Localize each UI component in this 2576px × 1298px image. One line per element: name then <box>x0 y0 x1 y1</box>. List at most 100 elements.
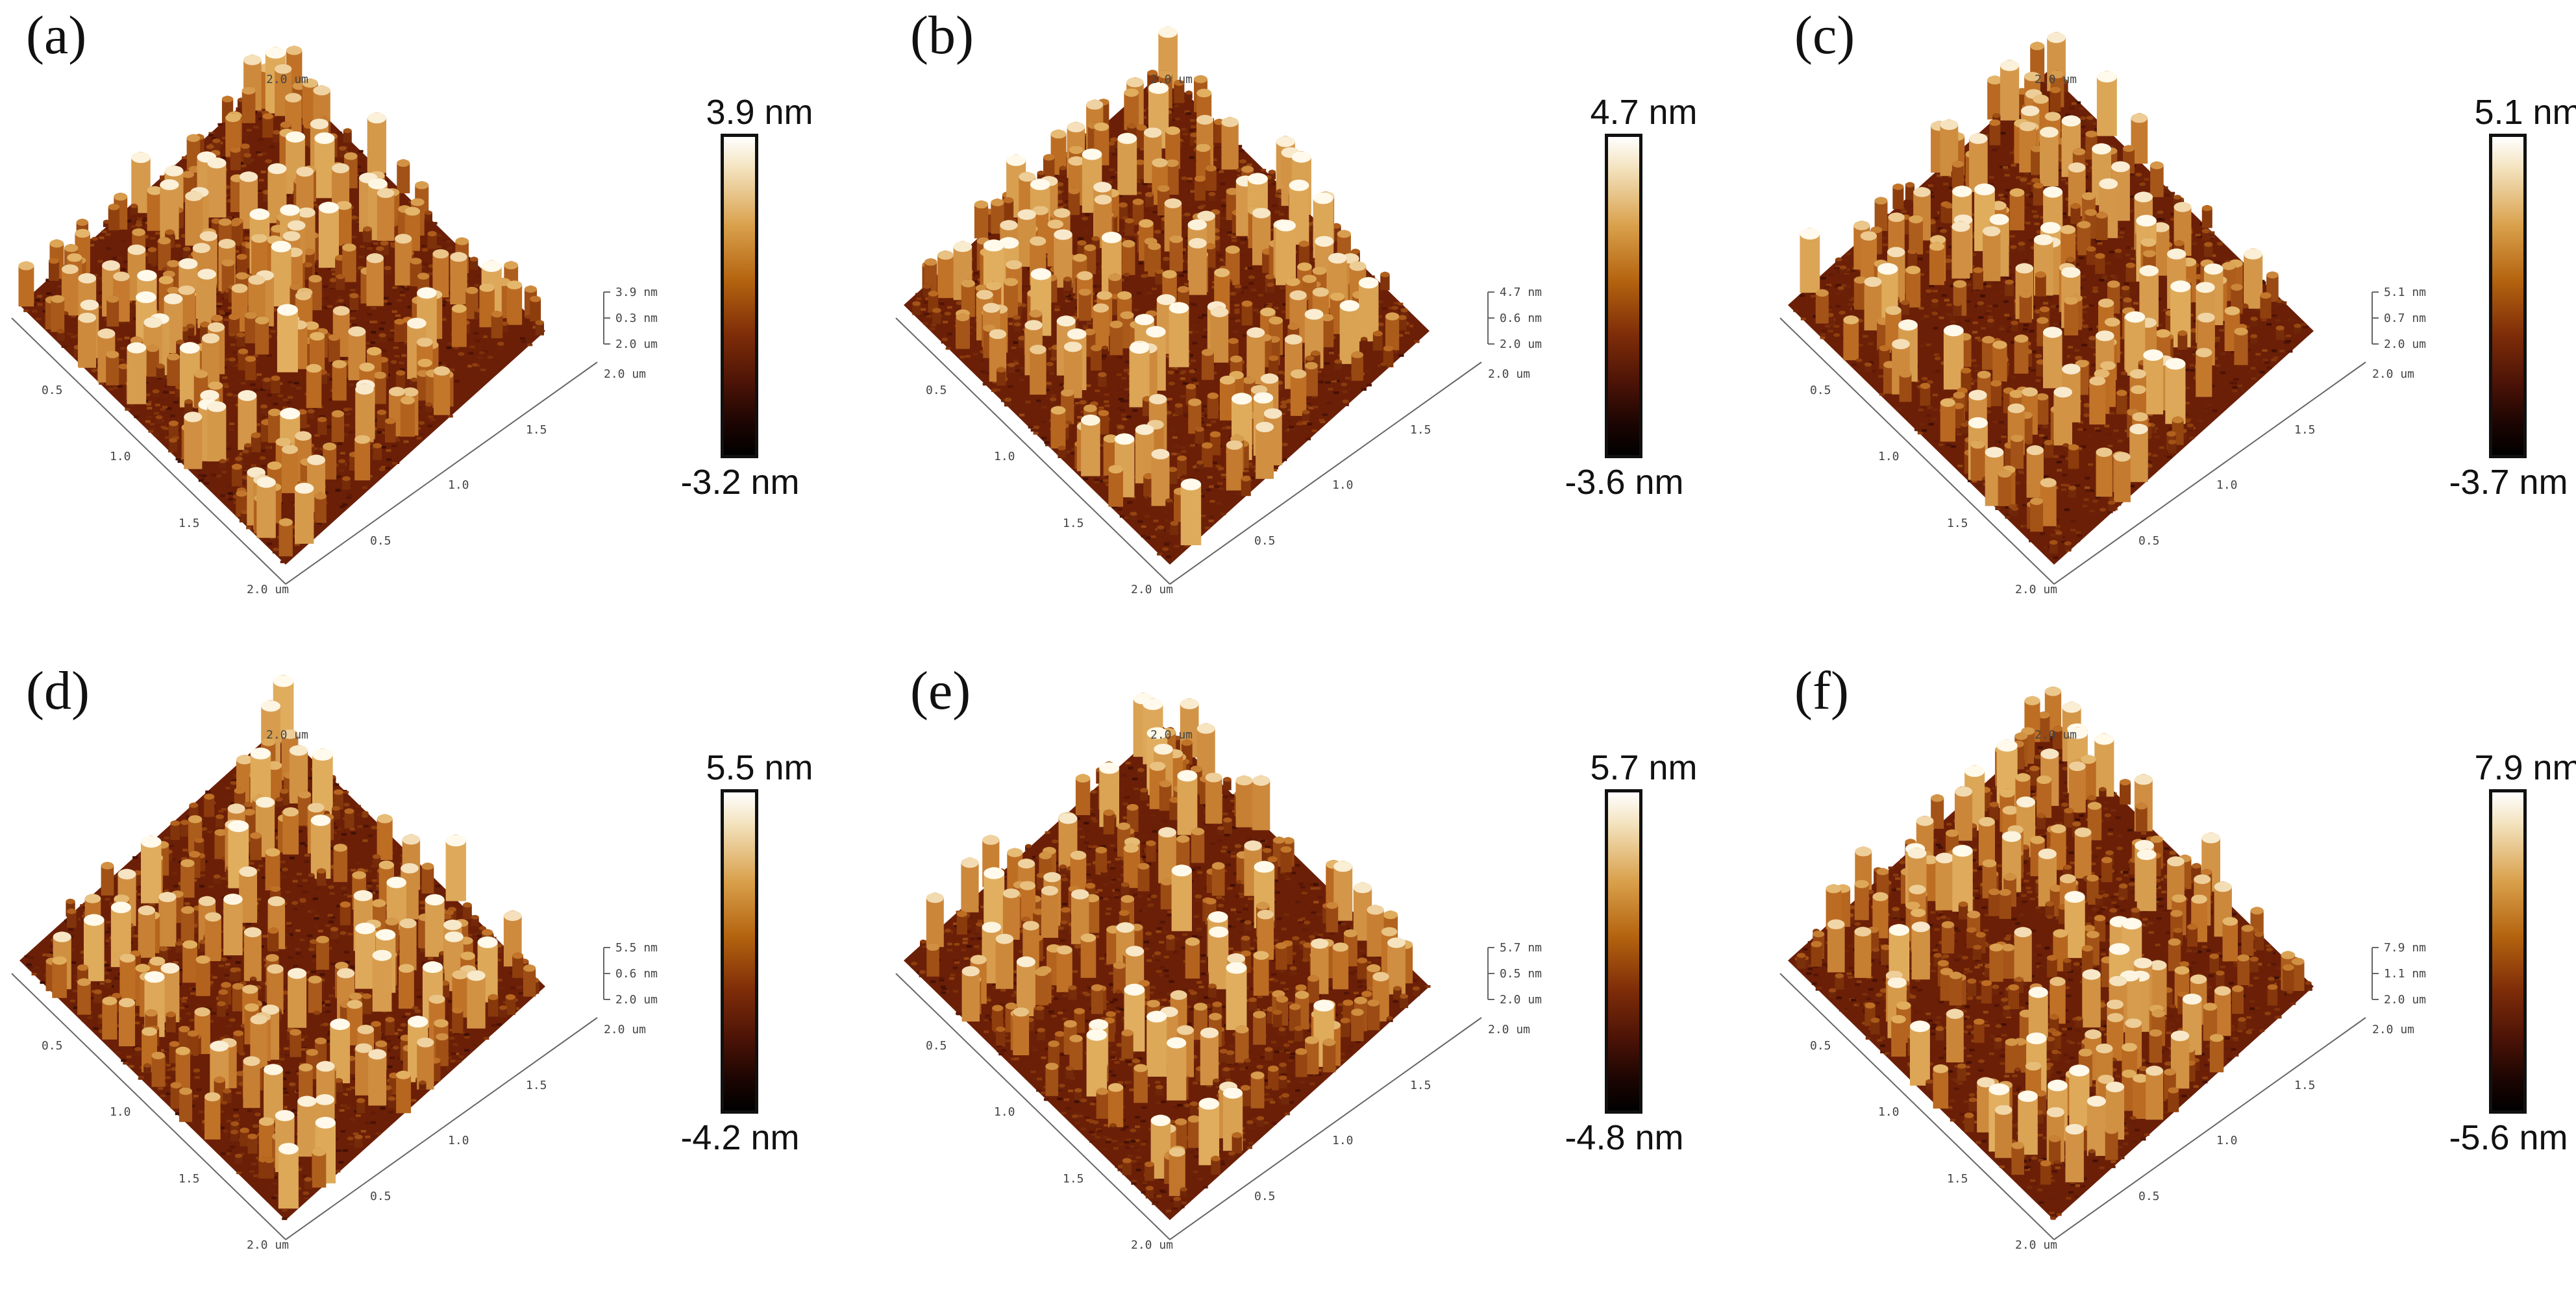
z-scale-tick: 5.7 nm <box>1500 941 1542 955</box>
afm-3d-surface: 0.5 1.0 1.5 2.0 um 0.5 1.0 1.5 2.0 um 2.0 um 5.7 … <box>895 692 1542 1252</box>
afm-panel-d: (d) 0.5 1.0 1.5 2.0 um 0.5 1.0 1.5 2.0 um 2.0 um 5… <box>0 655 858 1292</box>
axis-tick-left: 1.5 <box>1063 1172 1084 1186</box>
colorbar-min-label: -5.6 nm <box>2449 1118 2568 1157</box>
axis-tick-left: 1.0 <box>994 450 1015 463</box>
axis-tick-left: 1.5 <box>1947 1172 1968 1186</box>
axis-lines <box>895 291 1494 585</box>
axis-tick-top: 2.0 um <box>266 728 308 742</box>
afm-3d-surface: 0.5 1.0 1.5 2.0 um 0.5 1.0 1.5 2.0 um 2.0 um 3.9 … <box>11 45 658 596</box>
axis-tick-right: 1.0 <box>2216 478 2238 492</box>
colorbar-min-label: -3.6 nm <box>1565 463 1684 502</box>
axis-lines <box>895 947 1494 1240</box>
axis-tick-top: 2.0 um <box>1150 73 1193 86</box>
panel-label: (e) <box>910 661 971 721</box>
axis-tick-left: 0.5 <box>926 384 947 397</box>
axis-tick-right: 2.0 um <box>2372 367 2414 381</box>
colorbar-max-label: 3.9 nm <box>706 93 813 132</box>
axis-tick-right: 1.0 <box>2216 1134 2238 1147</box>
axis-lines <box>11 947 610 1240</box>
axis-tick-right: 1.5 <box>1410 1079 1431 1092</box>
axis-tick-labels: 0.5 1.0 1.5 2.0 um 0.5 1.0 1.5 2.0 um 2.0 um 5.7 … <box>926 728 1542 1252</box>
axis-tick-left: 0.5 <box>926 1039 947 1053</box>
axis-tick-right: 1.0 <box>1332 478 1354 492</box>
axis-tick-labels: 0.5 1.0 1.5 2.0 um 0.5 1.0 1.5 2.0 um 2.0 um 7.9 … <box>1810 728 2426 1252</box>
axis-tick-right: 1.5 <box>2294 1079 2316 1092</box>
colorbar-min-label: -3.7 nm <box>2449 463 2568 502</box>
z-scale-tick: 0.5 nm <box>1500 967 1542 981</box>
afm-panel-b: (b) 0.5 1.0 1.5 2.0 um 0.5 1.0 1.5 2.0 um 2.0 um 4… <box>884 0 1742 636</box>
z-scale-tick: 2.0 um <box>2384 993 2426 1007</box>
z-scale-tick: 3.9 nm <box>615 286 658 299</box>
z-scale-tick: 4.7 nm <box>1500 286 1542 299</box>
axis-tick-left: 1.5 <box>1947 517 1968 530</box>
colorbar-min-label: -4.2 nm <box>680 1118 800 1157</box>
colorbar-min-label: -4.8 nm <box>1565 1118 1684 1157</box>
axis-tick-right: 1.5 <box>1410 423 1431 437</box>
panel-label: (b) <box>910 5 974 66</box>
surface-grains <box>45 675 539 1209</box>
panel-label: (c) <box>1794 5 1855 66</box>
height-colorbar <box>1605 789 1642 1114</box>
z-scale-tick: 7.9 nm <box>2384 941 2426 955</box>
axis-tick-right: 2.0 um <box>1488 367 1530 381</box>
z-scale-tick: 2.0 um <box>615 993 658 1007</box>
height-colorbar <box>2489 134 2527 458</box>
axis-tick-right: 1.0 <box>448 1134 469 1147</box>
afm-3d-surface: 0.5 1.0 1.5 2.0 um 0.5 1.0 1.5 2.0 um 2.0 um 5.5 … <box>11 675 658 1252</box>
axis-tick-top: 2.0 um <box>1150 728 1193 742</box>
colorbar-max-label: 5.1 nm <box>2474 93 2576 132</box>
axis-tick-right: 2.0 um <box>604 1023 646 1036</box>
axis-tick-right: 1.5 <box>2294 423 2316 437</box>
panel-label: (a) <box>26 5 87 66</box>
axis-lines <box>1779 947 2379 1240</box>
axis-lines <box>1779 291 2379 585</box>
axis-tick-left: 0.5 <box>42 384 63 397</box>
surface-grains <box>1800 32 2301 554</box>
axis-tick-labels: 0.5 1.0 1.5 2.0 um 0.5 1.0 1.5 2.0 um 2.0 um 3.9 … <box>42 73 658 596</box>
surface-grains <box>912 26 1409 554</box>
axis-tick-right: 0.5 <box>1254 1190 1276 1203</box>
axis-tick-right: 1.0 <box>1332 1134 1354 1147</box>
height-colorbar <box>721 789 758 1114</box>
axis-tick-left: 1.5 <box>179 517 200 530</box>
z-scale-tick: 2.0 um <box>2384 337 2426 351</box>
colorbar-max-label: 5.7 nm <box>1590 748 1698 787</box>
axis-tick-left: 0.5 <box>1810 384 1831 397</box>
afm-panel-a: (a) 0.5 1.0 1.5 2.0 um 0.5 1.0 1.5 2.0 um 2.0 um 3… <box>0 0 858 636</box>
axis-tick-right: 0.5 <box>2138 1190 2160 1203</box>
axis-tick-left: 1.5 <box>1063 517 1084 530</box>
axis-tick-right: 2.0 um <box>604 367 646 381</box>
axis-tick-labels: 0.5 1.0 1.5 2.0 um 0.5 1.0 1.5 2.0 um 2.0 um 4.7 … <box>926 73 1542 596</box>
axis-tick-left: 1.0 <box>1878 1105 1900 1119</box>
afm-panel-c: (c) 0.5 1.0 1.5 2.0 um 0.5 1.0 1.5 2.0 um 2.0 um 5… <box>1768 0 2576 636</box>
axis-tick-left: 1.0 <box>110 450 131 463</box>
axis-tick-top: 2.0 um <box>2035 728 2077 742</box>
surface-base <box>904 727 1430 1220</box>
axis-tick-right: 0.5 <box>370 1190 391 1203</box>
surface-grains <box>18 45 545 557</box>
axis-tick-right: 0.5 <box>1254 534 1276 548</box>
axis-tick-labels: 0.5 1.0 1.5 2.0 um 0.5 1.0 1.5 2.0 um 2.0 um 5.1 … <box>1810 73 2426 596</box>
afm-3d-surface: 0.5 1.0 1.5 2.0 um 0.5 1.0 1.5 2.0 um 2.0 um 5.1 … <box>1779 32 2426 596</box>
z-scale-tick: 1.1 nm <box>2384 967 2426 981</box>
axis-lines <box>11 291 610 585</box>
height-colorbar <box>2489 789 2527 1114</box>
axis-tick-left: 0.5 <box>42 1039 63 1053</box>
axis-tick-right: 2.0 um <box>2372 1023 2414 1036</box>
colorbar-max-label: 5.5 nm <box>706 748 813 787</box>
axis-tick-left: 2.0 um <box>247 583 289 596</box>
surface-grains <box>911 692 1420 1208</box>
z-scale-tick: 2.0 um <box>1500 337 1542 351</box>
surface-grains <box>1794 686 2312 1185</box>
colorbar-max-label: 7.9 nm <box>2474 748 2576 787</box>
axis-tick-left: 2.0 um <box>2015 1238 2057 1252</box>
afm-panel-f: (f) 0.5 1.0 1.5 2.0 um 0.5 1.0 1.5 2.0 um 2.0 um 7… <box>1768 655 2576 1292</box>
axis-tick-right: 1.5 <box>526 1079 547 1092</box>
axis-tick-right: 1.0 <box>448 478 469 492</box>
axis-tick-left: 1.0 <box>994 1105 1015 1119</box>
z-scale-tick: 0.6 nm <box>615 967 658 981</box>
axis-tick-right: 2.0 um <box>1488 1023 1530 1036</box>
axis-tick-left: 2.0 um <box>2015 583 2057 596</box>
afm-panel-e: (e) 0.5 1.0 1.5 2.0 um 0.5 1.0 1.5 2.0 um 2.0 um 5… <box>884 655 1742 1292</box>
z-scale-tick: 2.0 um <box>615 337 658 351</box>
